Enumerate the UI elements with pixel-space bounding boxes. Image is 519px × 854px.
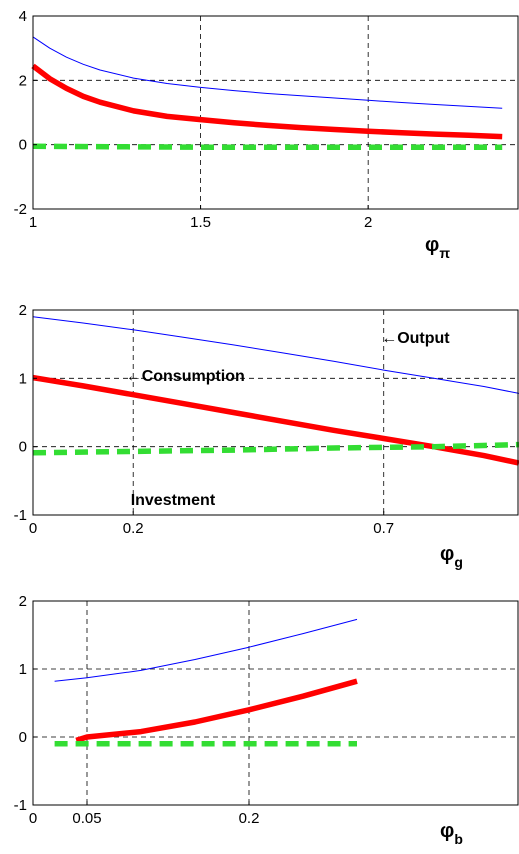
series-line-1 (54, 618, 358, 682)
y-tick-label-2: 0 (19, 137, 27, 154)
axes-frame (32, 600, 519, 806)
axes-frame (32, 309, 519, 516)
y-tick-label-1: -1 (14, 507, 27, 524)
series-line-1 (32, 36, 503, 109)
series-line-3 (32, 143, 503, 150)
x-tick-label-2: 0.2 (123, 520, 144, 537)
annotation-1: ←Output (381, 330, 450, 347)
y-tick-label-2: 0 (19, 439, 27, 456)
x-axis-label: φg (440, 543, 463, 570)
x-tick-label-3: 0.2 (239, 810, 260, 827)
x-tick-label-1: 1 (29, 214, 37, 231)
y-tick-label-2: 0 (19, 729, 27, 746)
axes-frame (32, 15, 519, 210)
series-line-1 (32, 316, 519, 394)
x-tick-label-3: 2 (364, 214, 372, 231)
y-tick-label-3: 2 (19, 72, 27, 89)
x-tick-label-2: 0.05 (72, 810, 101, 827)
x-axis-label: φπ (425, 234, 450, 261)
annotation-2: ←Consumption (126, 368, 245, 385)
x-tick-label-2: 1.5 (190, 214, 211, 231)
x-tick-label-3: 0.7 (373, 520, 394, 537)
annotation-3: Investment (131, 492, 216, 509)
x-axis-label: φb (440, 820, 463, 847)
series-line-2 (31, 63, 503, 140)
y-tick-label-4: 2 (19, 593, 27, 610)
y-tick-label-4: 2 (19, 302, 27, 319)
chart-panel-1: 1 1.5 2 -2 0 2 4 φπ (14, 8, 519, 261)
y-tick-label-3: 1 (19, 370, 27, 387)
x-tick-label-1: 0 (29, 520, 37, 537)
x-tick-label-1: 0 (29, 810, 37, 827)
series-line-2 (75, 678, 358, 744)
chart-panel-2: 0 0.2 0.7-1012φg←Output←ConsumptionInvestm… (14, 302, 519, 570)
series-line-2 (32, 374, 519, 466)
y-tick-label-1: -2 (14, 201, 27, 218)
y-tick-label-1: -1 (14, 797, 27, 814)
y-tick-label-3: 1 (19, 661, 27, 678)
y-tick-label-4: 4 (19, 8, 27, 25)
